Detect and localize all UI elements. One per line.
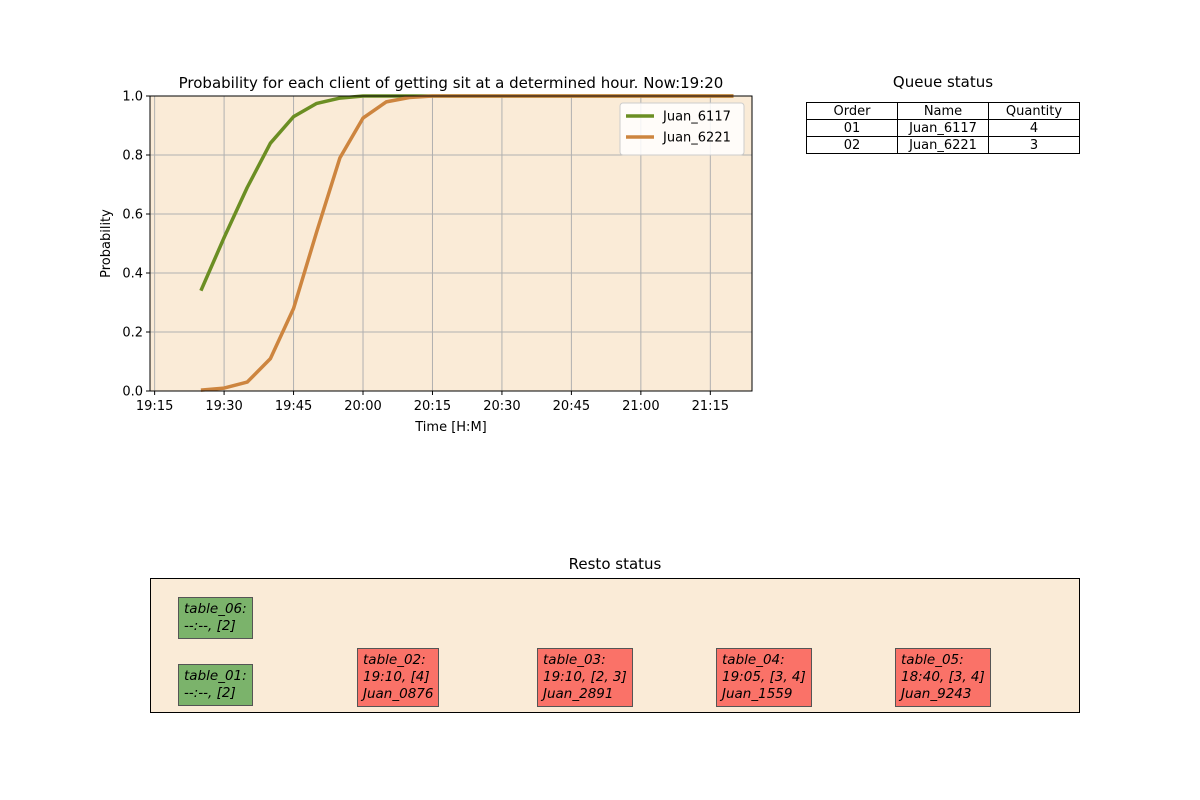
resto-title: Resto status bbox=[568, 555, 662, 573]
queue-header-name: Name bbox=[897, 102, 989, 120]
resto-table-04: table_04: 19:05, [3, 4] Juan_1559 bbox=[716, 648, 812, 707]
x-tick-label: 19:30 bbox=[205, 399, 242, 414]
resto-table-06: table_06: --:--, [2] bbox=[178, 597, 253, 639]
legend-label: Juan_6117 bbox=[662, 110, 731, 125]
queue-header-row: Order Name Quantity bbox=[806, 102, 1080, 120]
queue-header-order: Order bbox=[806, 102, 898, 120]
plot-frame bbox=[149, 95, 753, 392]
queue-cell-name: Juan_6221 bbox=[897, 136, 989, 154]
chart-title: Probability for each client of getting s… bbox=[179, 74, 724, 92]
probability-chart: 19:15 19:30 19:45 20:00 20:15 20:30 20:45 21:00… bbox=[99, 74, 753, 435]
queue-title: Queue status bbox=[892, 73, 994, 91]
resto-table-client: Juan_1559 bbox=[722, 686, 793, 702]
x-tick-label: 21:15 bbox=[692, 399, 729, 414]
resto-table-01: table_01: --:--, [2] bbox=[178, 664, 253, 706]
resto-table-client: Juan_0876 bbox=[363, 686, 434, 702]
x-tick-label: 19:45 bbox=[275, 399, 312, 414]
resto-table-info: 19:05, [3, 4] bbox=[722, 669, 806, 685]
x-tick-label: 20:45 bbox=[553, 399, 590, 414]
resto-table-info: 19:10, [4] bbox=[363, 669, 430, 685]
queue-cell-name: Juan_6117 bbox=[897, 119, 989, 137]
y-tick-label: 0.6 bbox=[122, 208, 143, 223]
table-row: 02 Juan_6221 3 bbox=[806, 136, 1080, 154]
x-tick-label: 21:00 bbox=[622, 399, 659, 414]
queue-cell-quantity: 3 bbox=[988, 136, 1080, 154]
x-tick-label: 20:15 bbox=[414, 399, 451, 414]
resto-table-05: table_05: 18:40, [3, 4] Juan_9243 bbox=[895, 648, 991, 707]
y-tick-label: 1.0 bbox=[122, 90, 143, 105]
resto-table-02: table_02: 19:10, [4] Juan_0876 bbox=[357, 648, 440, 707]
resto-table-client: Juan_9243 bbox=[901, 686, 972, 702]
resto-table-info: --:--, [2] bbox=[184, 685, 236, 701]
y-tick-label: 0.0 bbox=[122, 385, 143, 400]
queue-table: Order Name Quantity 01 Juan_6117 4 02 Ju… bbox=[806, 102, 1080, 154]
resto-table-label: table_05: bbox=[901, 652, 964, 668]
resto-table-label: table_03: bbox=[543, 652, 606, 668]
y-axis-label: Probability bbox=[99, 209, 114, 278]
resto-table-info: 18:40, [3, 4] bbox=[901, 669, 985, 685]
resto-table-label: table_04: bbox=[722, 652, 785, 668]
resto-table-client: Juan_2891 bbox=[543, 686, 614, 702]
x-tick-label: 20:00 bbox=[344, 399, 381, 414]
queue-cell-order: 01 bbox=[806, 119, 898, 137]
resto-panel: table_06: --:--, [2] table_01: --:--, [2… bbox=[150, 578, 1080, 713]
resto-table-info: 19:10, [2, 3] bbox=[543, 669, 627, 685]
queue-cell-quantity: 4 bbox=[988, 119, 1080, 137]
y-tick-label: 0.8 bbox=[122, 149, 143, 164]
queue-cell-order: 02 bbox=[806, 136, 898, 154]
y-tick-label: 0.2 bbox=[122, 326, 143, 341]
queue-header-quantity: Quantity bbox=[988, 102, 1080, 120]
table-row: 01 Juan_6117 4 bbox=[806, 119, 1080, 137]
x-tick-label: 20:30 bbox=[483, 399, 520, 414]
resto-table-label: table_02: bbox=[363, 652, 426, 668]
y-tick-label: 0.4 bbox=[122, 267, 143, 282]
resto-table-info: --:--, [2] bbox=[184, 618, 236, 634]
resto-table-label: table_06: bbox=[184, 601, 247, 617]
x-axis-label: Time [H:M] bbox=[414, 420, 486, 435]
resto-table-03: table_03: 19:10, [2, 3] Juan_2891 bbox=[537, 648, 633, 707]
legend-label: Juan_6221 bbox=[662, 131, 731, 146]
x-tick-label: 19:15 bbox=[136, 399, 173, 414]
resto-table-label: table_01: bbox=[184, 668, 247, 684]
